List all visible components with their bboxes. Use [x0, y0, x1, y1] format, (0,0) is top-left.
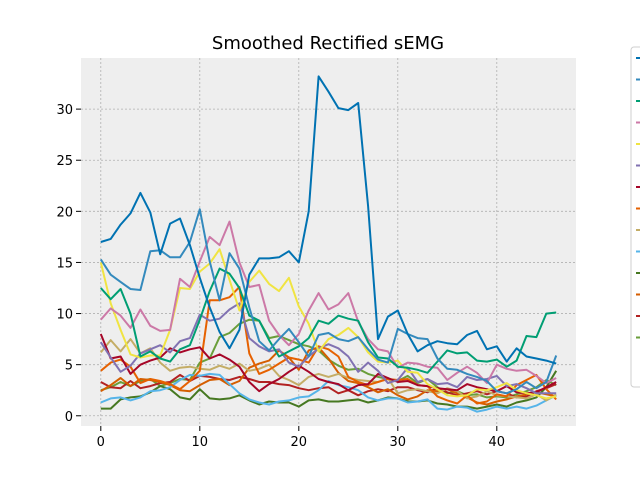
y-tick-label: 10 — [56, 308, 73, 323]
y-tick-label: 5 — [65, 359, 73, 374]
series-line-8 — [100, 286, 557, 405]
series-line-7 — [99, 333, 557, 395]
legend-frame — [630, 46, 640, 388]
y-tick-label: 0 — [65, 410, 73, 425]
y-axis: 0 5 10 15 20 25 30 — [56, 103, 81, 425]
x-tick-label: 30 — [390, 435, 407, 450]
chart-title: Smoothed Rectified sEMG — [212, 33, 444, 54]
series-line-2 — [99, 208, 558, 395]
y-tick-label: 25 — [56, 154, 73, 169]
x-axis: 0 10 20 30 40 — [97, 426, 505, 450]
series-line-3 — [100, 267, 557, 374]
plot-area — [81, 58, 576, 426]
y-tick-label: 20 — [56, 205, 73, 220]
series-line-11 — [100, 370, 558, 410]
x-tick-label: 0 — [97, 435, 105, 450]
x-tick-label: 10 — [192, 435, 209, 450]
legend — [630, 46, 640, 388]
series-line-13 — [100, 373, 557, 399]
x-tick-label: 20 — [291, 435, 308, 450]
series-line-5 — [99, 248, 557, 400]
series-line-4 — [100, 220, 557, 385]
series-group — [99, 75, 558, 413]
grid — [81, 58, 576, 426]
y-tick-label: 15 — [56, 256, 73, 271]
y-tick-label: 30 — [56, 103, 73, 118]
series-line-9 — [100, 338, 557, 402]
series-line-1 — [100, 75, 557, 365]
series-line-6 — [99, 302, 557, 395]
x-tick-label: 40 — [489, 435, 506, 450]
